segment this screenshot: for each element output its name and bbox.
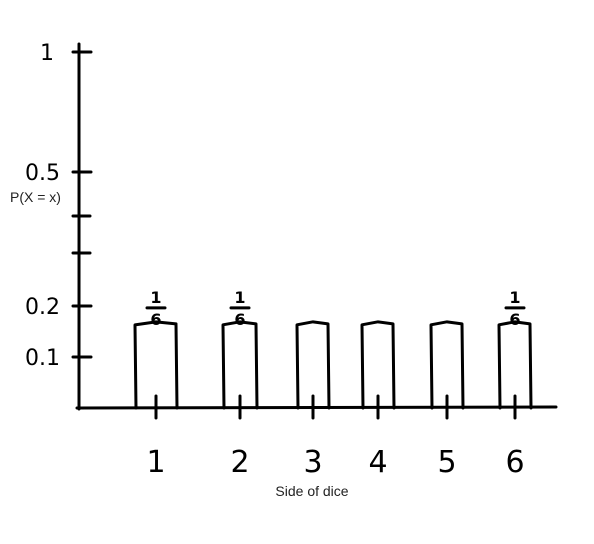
unlabeled-y-ticks bbox=[71, 214, 92, 255]
y-tick-label: 0.5 bbox=[25, 161, 60, 186]
x-tick-label: 5 bbox=[437, 445, 456, 480]
bar-3 bbox=[295, 320, 331, 410]
bar-4 bbox=[360, 320, 396, 410]
y-ticks: 1 0.5 0.2 0.1 bbox=[25, 41, 93, 371]
y-tick-label: 1 bbox=[40, 41, 54, 66]
bar-5 bbox=[429, 320, 465, 410]
axes bbox=[71, 42, 558, 411]
x-tick-label: 4 bbox=[368, 445, 387, 480]
bars bbox=[133, 320, 533, 410]
data-label-denominator: 6 bbox=[234, 310, 245, 329]
y-tick-label: 0.2 bbox=[25, 295, 60, 320]
data-label-denominator: 6 bbox=[509, 310, 520, 329]
y-tick-label: 0.1 bbox=[25, 346, 60, 371]
data-label-2: 16 bbox=[229, 288, 251, 329]
data-label-6: 16 bbox=[504, 288, 526, 329]
x-axis-label: Side of dice bbox=[275, 483, 348, 499]
data-label-denominator: 6 bbox=[150, 310, 161, 329]
bar-6 bbox=[497, 320, 533, 410]
bar-2 bbox=[221, 320, 259, 410]
x-axis-line bbox=[75, 405, 558, 410]
data-label-numerator: 1 bbox=[234, 288, 245, 307]
bar-1 bbox=[133, 320, 179, 410]
data-label-numerator: 1 bbox=[150, 288, 161, 307]
y-axis-line bbox=[77, 42, 81, 411]
data-label-numerator: 1 bbox=[509, 288, 520, 307]
data-label-1: 16 bbox=[145, 288, 167, 329]
y-axis-label: P(X = x) bbox=[10, 189, 61, 205]
x-tick-label: 1 bbox=[146, 445, 165, 480]
x-tick-label: 2 bbox=[230, 445, 249, 480]
x-tick-label: 6 bbox=[505, 445, 524, 480]
x-tick-label: 3 bbox=[303, 445, 322, 480]
x-ticks: 1 2 3 4 5 6 bbox=[146, 394, 525, 480]
